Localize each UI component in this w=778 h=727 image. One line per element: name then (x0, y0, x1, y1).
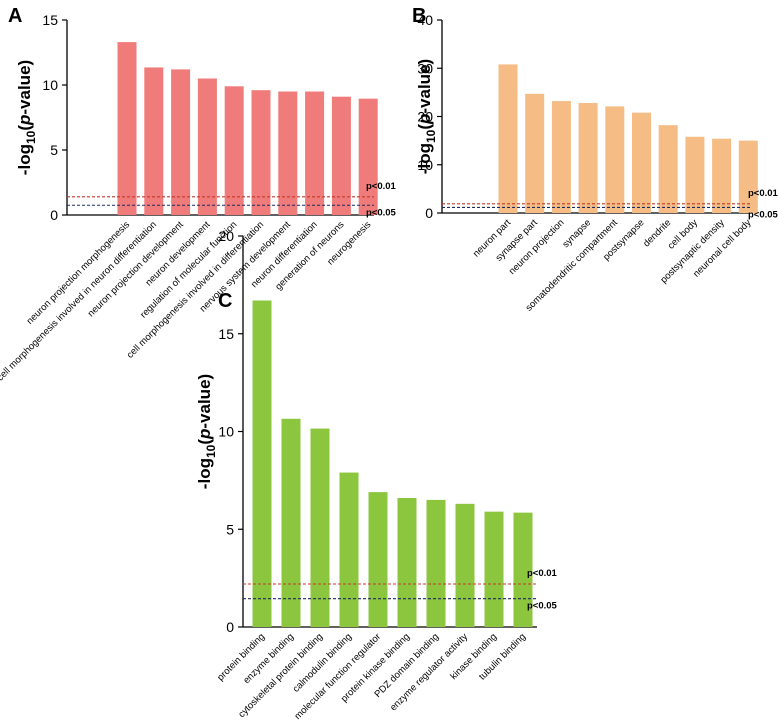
panel-a: A 0 5 10 15 -log10(p-value) neuron projection … (0, 5, 397, 383)
y-tick-label: 0 (226, 619, 234, 635)
bar (551, 101, 571, 213)
threshold-label: p<0.01 (527, 568, 558, 579)
y-axis-label: -log10(p-value) (195, 374, 218, 489)
y-tick-label: 15 (42, 12, 58, 28)
threshold-label: p<0.01 (748, 188, 778, 199)
bar (426, 499, 446, 627)
category-label: enzyme binding (241, 631, 296, 686)
y-tick-label: 40 (417, 12, 433, 28)
bar (197, 78, 217, 215)
panel-letter: A (8, 5, 22, 27)
bar (278, 91, 298, 215)
bar (331, 96, 351, 215)
y-tick-label: 20 (417, 109, 433, 125)
y-axis-label: -log10(p-value) (415, 59, 438, 174)
bar (455, 503, 475, 627)
bar (712, 138, 732, 213)
bar (368, 492, 388, 627)
category-label: cell morphogenesis involved in neuron di… (0, 219, 159, 383)
threshold-label: p<0.05 (748, 209, 778, 220)
threshold-label: p<0.01 (366, 181, 397, 192)
y-tick-label: 5 (50, 142, 58, 158)
y-axis-label: -log10(p-value) (15, 60, 38, 175)
threshold-label: p<0.05 (366, 207, 397, 218)
y-tick-label: 10 (42, 77, 58, 93)
y-tick-label: 10 (218, 424, 234, 440)
y-tick-label: 0 (50, 207, 58, 223)
bar (339, 472, 359, 627)
bar (605, 106, 625, 213)
bar (658, 125, 678, 213)
bar (252, 300, 272, 627)
bar (310, 428, 330, 627)
bar (397, 497, 417, 627)
y-tick-label: 5 (226, 521, 234, 537)
bar (144, 67, 164, 215)
panel-letter: C (218, 290, 232, 312)
y-tick-label: 20 (218, 228, 234, 244)
bar (117, 42, 137, 215)
bar (251, 90, 271, 215)
bar (738, 140, 758, 213)
y-tick-label: 15 (218, 326, 234, 342)
bar (358, 98, 378, 215)
y-tick-label: 0 (425, 205, 433, 221)
bar (498, 64, 518, 213)
bar (305, 91, 325, 215)
bar (525, 93, 545, 213)
bar (632, 112, 651, 213)
threshold-label: p<0.05 (527, 601, 558, 612)
bar (171, 69, 191, 216)
bar (578, 102, 598, 213)
bar (685, 136, 705, 213)
bar (224, 86, 244, 215)
y-tick-label: 10 (417, 157, 433, 173)
category-label: neuron projection morphogenesis (25, 219, 133, 327)
bar (484, 511, 504, 627)
panel-letter: B (412, 5, 426, 27)
bar (281, 418, 301, 627)
y-tick-label: 30 (417, 60, 433, 76)
